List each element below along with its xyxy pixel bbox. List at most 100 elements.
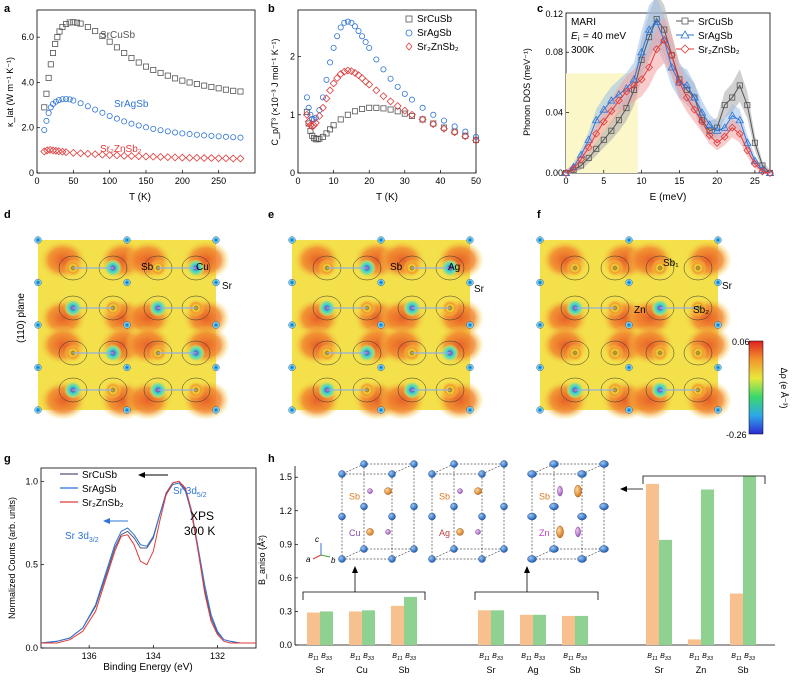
crystal-part-81 (577, 555, 587, 563)
chart-h-ylabel: B_aniso (Å²) (257, 535, 267, 585)
map-d-sr-0-3 (34, 363, 42, 372)
crystal-part-55 (457, 488, 463, 494)
h-bar-SrAgSb-Sb-B33 (575, 615, 588, 645)
chart-c-Sr2ZnSb2-point-15 (675, 78, 684, 87)
chart-a-SrAgSb-point-10 (70, 97, 77, 104)
h-site-label-Sr2ZnSb2-Sr: Sr (655, 665, 664, 675)
chart-c-SrCuSb-point-14 (668, 52, 675, 59)
chart-a-label-cu: SrCuSb (100, 30, 135, 41)
chart-c-Sr2ZnSb2-point-0 (562, 169, 570, 177)
h-bar-SrAgSb-Sr-B11 (478, 610, 491, 645)
a-ytick-label-2: 4.0 (21, 77, 34, 87)
a-xtick-label-1: 50 (68, 176, 78, 186)
crystal-part-16 (338, 512, 346, 521)
map-f-sr-0-0 (536, 236, 544, 244)
h-bar-label-b: B (534, 653, 539, 660)
map-f-sr-0-1 (536, 278, 544, 287)
chart-b-SrCuSb-point-8 (319, 133, 326, 140)
chart-g-legend-ag: SrAgSb (82, 484, 117, 495)
chart-c-legend-ag: SrAgSb (698, 31, 733, 42)
crystal-part-53 (450, 545, 458, 553)
chart-a-SrCuSb-point-5 (52, 40, 59, 47)
map-f-label-sr: Sr (722, 281, 733, 292)
map-e-sr-2-4 (466, 406, 474, 414)
crystal-part-15 (360, 460, 368, 468)
h-bar-label-SrCuSb-Cu-1: B33 (363, 653, 375, 662)
chart-b-SrCuSb-point-15 (359, 105, 366, 112)
h-bar-label-b: B (660, 653, 665, 660)
crystal-part-91 (312, 554, 322, 560)
chart-b-SrAgSb-point-12 (337, 24, 344, 31)
chart-a-frame (36, 9, 256, 174)
chart-h-bracket-1 (302, 591, 426, 600)
chart-a-Sr2ZnSb2-point-16 (127, 152, 136, 160)
map-d-sr-0-1 (34, 278, 42, 287)
chart-c-legend-zn: Sr₂ZnSb₂ (698, 45, 740, 56)
chart-g-ylabel: Normalized Counts (arb. units) (7, 497, 17, 619)
chart-c-SrCuSb-point-9 (631, 86, 638, 93)
chart-c-SrCuSb-point-24 (744, 102, 751, 109)
chart-b-ticks: 0 10 20 30 40 50 0 1 2 (290, 52, 481, 186)
chart-c-SrCuSb-point-25 (751, 139, 758, 146)
h-bar-label-b: B (321, 653, 326, 660)
chart-c-annot-ei-symbol: E (571, 31, 578, 42)
chart-b-Sr2ZnSb2-point-18 (358, 74, 367, 83)
h-bar-label-b: B (702, 653, 707, 660)
chart-c-Sr2ZnSb2-point-26 (758, 167, 767, 176)
crystal-part-80 (527, 555, 537, 563)
chart-b-SrCuSb-point-20 (394, 108, 401, 115)
chart-c-Sr2ZnSb2-point-4 (592, 129, 601, 138)
chart-b-Sr2ZnSb2-point-17 (354, 71, 363, 80)
h-site-label-SrCuSb-Sr: Sr (316, 665, 325, 675)
map-f-sr-2-2 (714, 321, 722, 329)
chart-h-crystals: Sb Cu Sb Ag Sb Zn a b c (306, 460, 609, 565)
map-f-atom-0-1 (612, 265, 618, 271)
chart-a-SrCuSb-point-2 (45, 74, 52, 81)
chart-b-SrCuSb-point-21 (401, 110, 408, 117)
g-xtick-label-2: 132 (210, 651, 225, 661)
h-site-label-SrCuSb-Cu: Cu (356, 665, 368, 675)
chart-a-SrAgSb-point-24 (172, 129, 179, 136)
h-ytick-label-0: 0.0 (279, 640, 292, 650)
c-ytick-label-top: 0.12 (545, 9, 563, 19)
chart-g-xlabel: Binding Energy (eV) (103, 662, 193, 673)
chart-c-xlabel: E (meV) (650, 192, 687, 203)
chart-c-marks (561, 0, 775, 177)
map-f-contour-2-2 (645, 340, 675, 366)
chart-a-label-zn: Sr₂ZnSb₂ (100, 144, 142, 155)
crystal-part-75 (549, 460, 559, 468)
chart-c-SrAgSb-point-18 (697, 108, 707, 116)
chart-c-SrAgSb-point-3 (584, 135, 593, 143)
chart-a-marks (40, 19, 245, 163)
h-bar-label-sub: 11 (568, 656, 574, 662)
h-ytick-label-2: 0.6 (279, 573, 292, 583)
chart-c-Sr2ZnSb2-point-6 (607, 107, 616, 116)
h-bar-label-SrCuSb-Cu-0: B11 (350, 653, 360, 662)
h-bar-label-b: B (308, 653, 313, 660)
chart-a-SrAgSb-point-14 (99, 109, 106, 116)
chart-a-SrCuSb-point-12 (73, 19, 80, 26)
chart-c: 0 5 10 15 20 25 0.00 0.04 0.08 0.12 MARI E i = 40… (522, 0, 775, 203)
chart-a-SrCuSb-point-28 (186, 79, 193, 86)
chart-b-SrAgSb-point-2 (307, 111, 314, 118)
h-bar-Sr2ZnSb2-Zn-B11 (688, 639, 701, 645)
h-bar-label-sub: 33 (326, 656, 333, 662)
chart-a-Sr2ZnSb2-point-17 (134, 152, 143, 161)
panel-label-b: b (268, 3, 275, 15)
crystal-part-39 (431, 463, 455, 475)
chart-a-Sr2ZnSb2-point-15 (120, 151, 129, 160)
chart-a-SrAgSb-point-28 (201, 132, 208, 139)
crystal-part-17 (388, 512, 396, 521)
chart-c-legend: SrCuSb SrAgSb Sr₂ZnSb₂ (676, 17, 740, 56)
map-d-label-cu: Cu (196, 262, 209, 273)
map-d (34, 236, 230, 420)
chart-c-annot-mari: MARI (571, 17, 596, 28)
chart-b-SrAgSb-point-8 (323, 76, 330, 83)
h-site-label-SrAgSb-Sb: Sb (569, 665, 580, 675)
chart-a-Sr2ZnSb2-point-30 (229, 154, 238, 163)
chart-c-Sr2ZnSb2-point-23 (735, 129, 744, 138)
chart-a-SrCuSb-point-4 (49, 50, 56, 57)
chart-c-SrAgSb-point-19 (705, 120, 714, 128)
chart-a-Sr2ZnSb2-point-4 (51, 146, 60, 155)
